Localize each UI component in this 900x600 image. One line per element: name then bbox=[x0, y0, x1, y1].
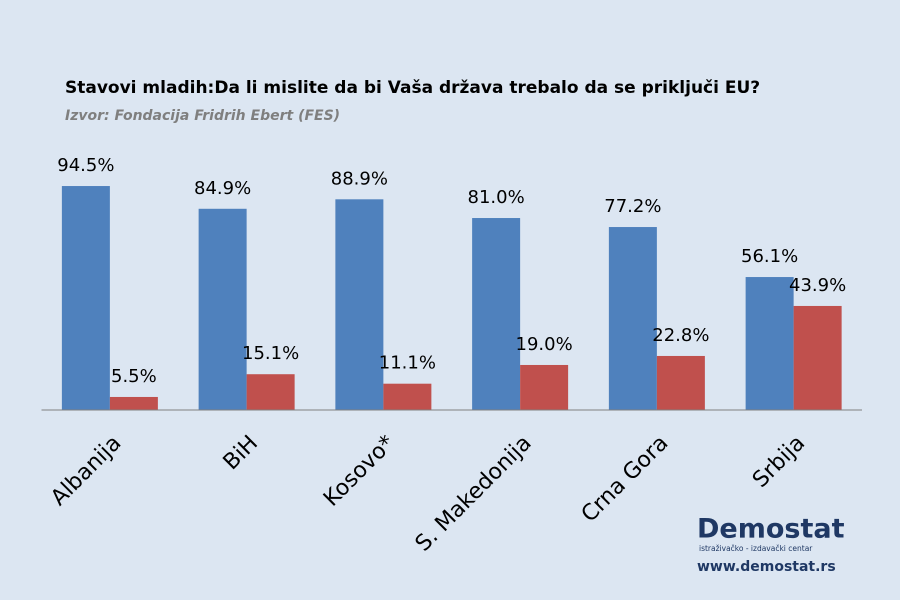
bar bbox=[520, 364, 569, 410]
bar bbox=[656, 355, 705, 410]
value-label: 15.1% bbox=[242, 343, 299, 364]
chart-subtitle: Izvor: Fondacija Fridrih Ebert (FES) bbox=[65, 108, 340, 124]
value-label: 43.9% bbox=[789, 275, 846, 296]
bar bbox=[793, 305, 842, 410]
value-label: 81.0% bbox=[468, 187, 525, 208]
value-label: 5.5% bbox=[111, 366, 157, 387]
bar bbox=[335, 199, 384, 410]
value-label: 94.5% bbox=[57, 155, 114, 176]
value-label: 77.2% bbox=[604, 196, 661, 217]
bar bbox=[198, 208, 247, 410]
bar bbox=[608, 227, 657, 410]
value-label: 56.1% bbox=[741, 246, 798, 267]
bar bbox=[61, 186, 110, 410]
bar bbox=[383, 383, 432, 410]
logo: Demostat bbox=[697, 514, 845, 545]
bar bbox=[246, 374, 295, 410]
url: www.demostat.rs bbox=[697, 559, 836, 575]
bar bbox=[472, 218, 521, 410]
value-label: 11.1% bbox=[379, 353, 436, 374]
value-label: 19.0% bbox=[516, 334, 573, 355]
bar bbox=[745, 277, 794, 410]
value-label: 88.9% bbox=[331, 168, 388, 189]
chart-title: Stavovi mladih:Da li mislite da bi Vaša … bbox=[65, 78, 760, 98]
bar bbox=[109, 396, 158, 410]
logo-tagline: istraživačko - izdavački centar bbox=[699, 544, 813, 553]
value-label: 84.9% bbox=[194, 178, 251, 199]
value-label: 22.8% bbox=[652, 325, 709, 346]
